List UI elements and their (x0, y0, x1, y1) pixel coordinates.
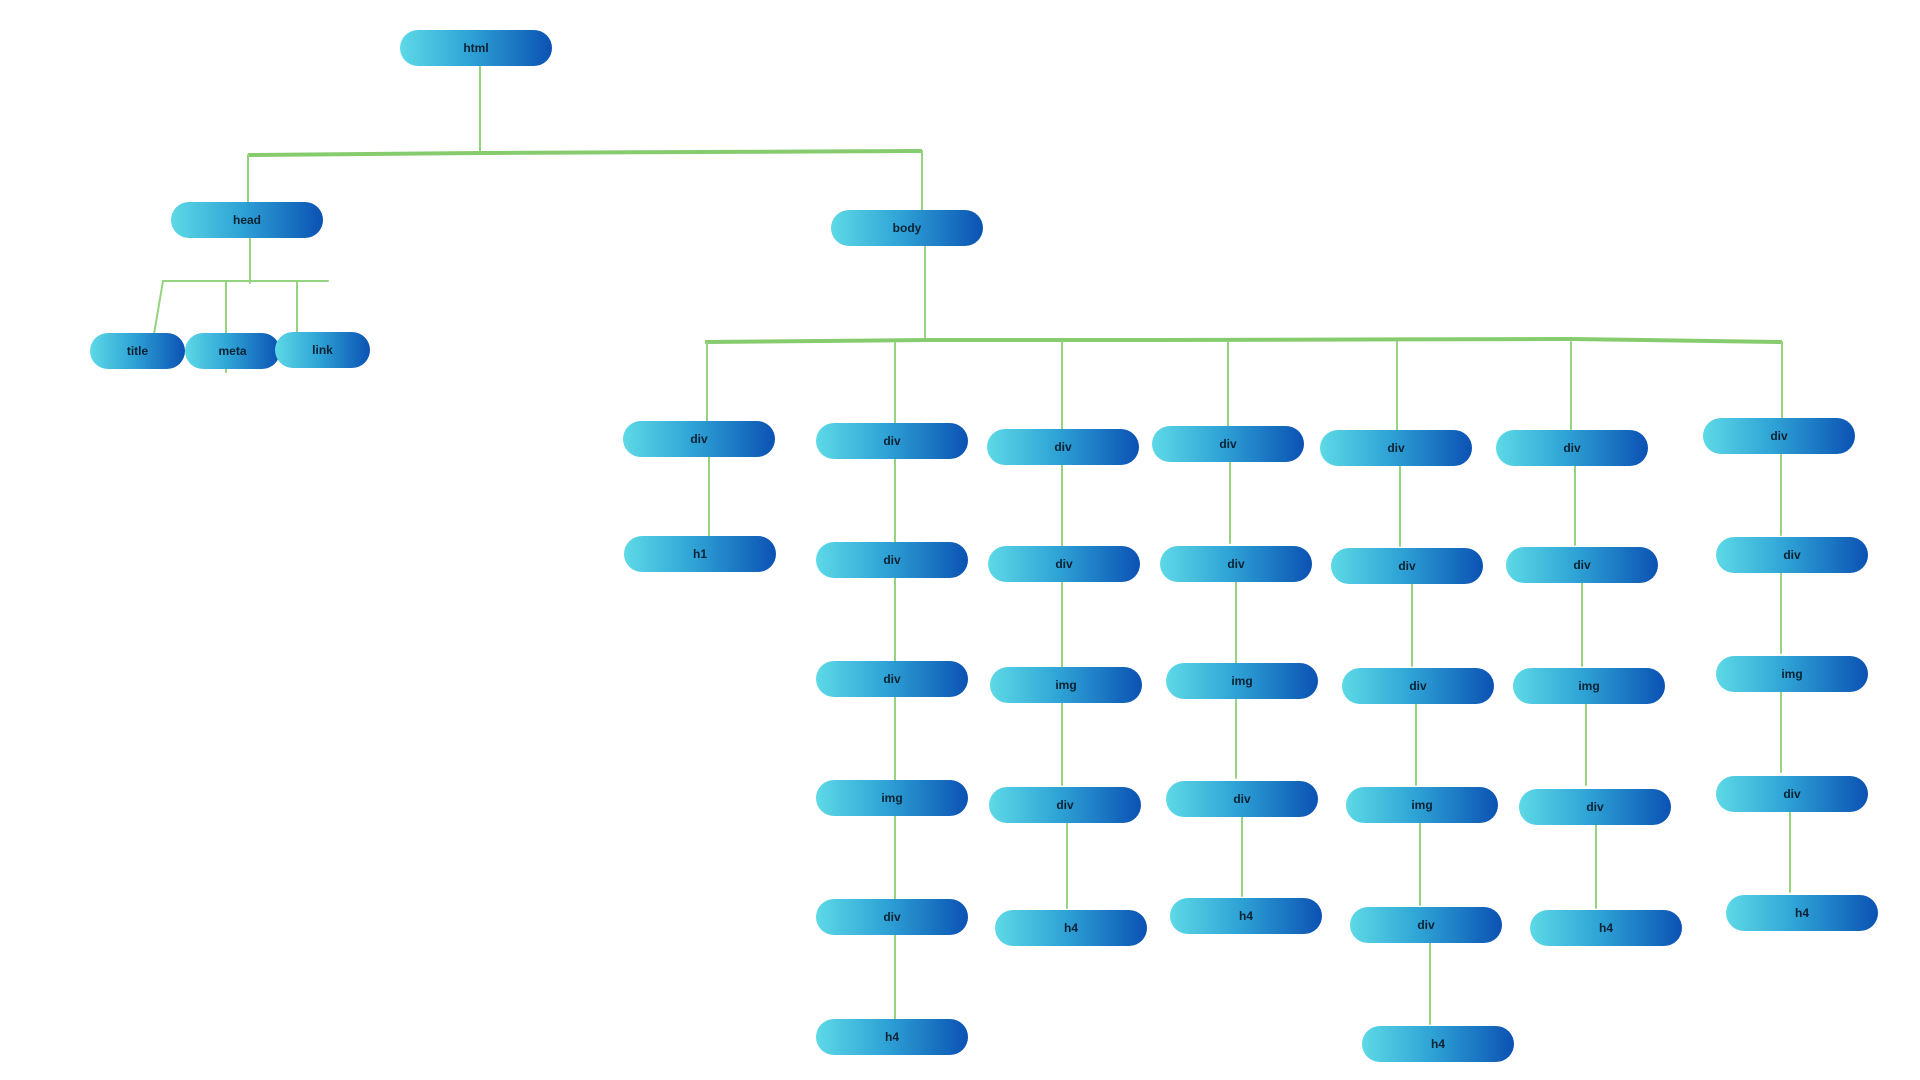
node-head[interactable]: head (171, 202, 323, 238)
node-label: div (1573, 558, 1591, 572)
node-meta[interactable]: meta (185, 333, 280, 369)
node-label: div (1417, 918, 1435, 932)
node-col1-div[interactable]: div (623, 421, 775, 457)
connector-html-bus (247, 149, 923, 157)
node-label: div (883, 672, 901, 686)
node-label: title (126, 344, 149, 358)
node-col6-h4[interactable]: h4 (1530, 910, 1682, 946)
node-label: div (1054, 440, 1072, 454)
node-label: div (1387, 441, 1405, 455)
node-label: h4 (1794, 906, 1809, 920)
node-label: h4 (1598, 921, 1613, 935)
node-col2-div-2[interactable]: div (816, 542, 968, 578)
node-label: div (1783, 787, 1801, 801)
node-label: div (883, 910, 901, 924)
node-col3-img[interactable]: img (990, 667, 1142, 703)
node-label: img (1781, 667, 1803, 681)
node-col3-h4[interactable]: h4 (995, 910, 1147, 946)
connector-body-bus (704, 336, 1783, 344)
node-col6-img[interactable]: img (1513, 668, 1665, 704)
node-col4-div-2[interactable]: div (1160, 546, 1312, 582)
node-col2-div-3[interactable]: div (816, 661, 968, 697)
node-label: img (1578, 679, 1600, 693)
node-col5-div-2[interactable]: div (1331, 548, 1483, 584)
node-label: h4 (884, 1030, 899, 1044)
node-col2-h4[interactable]: h4 (816, 1019, 968, 1055)
node-col5-div-4[interactable]: div (1350, 907, 1502, 943)
node-label: html (463, 41, 489, 55)
node-label: div (1227, 557, 1245, 571)
node-col7-div-1[interactable]: div (1703, 418, 1855, 454)
node-col4-img[interactable]: img (1166, 663, 1318, 699)
node-label: h4 (1430, 1037, 1445, 1051)
node-label: meta (218, 344, 247, 358)
node-col1-h1[interactable]: h1 (624, 536, 776, 572)
node-label: div (1586, 800, 1604, 814)
node-body[interactable]: body (831, 210, 983, 246)
node-label: body (892, 221, 922, 235)
node-label: div (1409, 679, 1427, 693)
node-col7-div-2[interactable]: div (1716, 537, 1868, 573)
node-label: h1 (692, 547, 707, 561)
node-label: head (232, 213, 261, 227)
node-col4-h4[interactable]: h4 (1170, 898, 1322, 934)
node-link[interactable]: link (275, 332, 370, 368)
node-label: div (1233, 792, 1251, 806)
node-label: div (1563, 441, 1581, 455)
node-col2-div-1[interactable]: div (816, 423, 968, 459)
node-col5-div-1[interactable]: div (1320, 430, 1472, 466)
node-col3-div-1[interactable]: div (987, 429, 1139, 465)
node-label: img (881, 791, 903, 805)
node-label: img (1411, 798, 1433, 812)
node-label: h4 (1238, 909, 1253, 923)
node-col4-div-3[interactable]: div (1166, 781, 1318, 817)
node-col7-img[interactable]: img (1716, 656, 1868, 692)
node-col6-div-2[interactable]: div (1506, 547, 1658, 583)
node-col2-img[interactable]: img (816, 780, 968, 816)
node-label: div (1398, 559, 1416, 573)
node-col2-div-4[interactable]: div (816, 899, 968, 935)
node-html[interactable]: html (400, 30, 552, 66)
connector-title-drop (153, 280, 164, 335)
node-label: div (1783, 548, 1801, 562)
node-label: div (1055, 557, 1073, 571)
node-col5-div-3[interactable]: div (1342, 668, 1494, 704)
node-col7-div-3[interactable]: div (1716, 776, 1868, 812)
node-col7-h4[interactable]: h4 (1726, 895, 1878, 931)
node-label: div (690, 432, 708, 446)
node-label: div (1056, 798, 1074, 812)
node-title[interactable]: title (90, 333, 185, 369)
node-col5-h4[interactable]: h4 (1362, 1026, 1514, 1062)
node-col3-div-2[interactable]: div (988, 546, 1140, 582)
node-col6-div-3[interactable]: div (1519, 789, 1671, 825)
node-label: img (1055, 678, 1077, 692)
node-label: img (1231, 674, 1253, 688)
node-col4-div-1[interactable]: div (1152, 426, 1304, 462)
node-label: div (883, 553, 901, 567)
node-col3-div-3[interactable]: div (989, 787, 1141, 823)
node-label: div (883, 434, 901, 448)
node-label: div (1219, 437, 1237, 451)
node-label: div (1770, 429, 1788, 443)
node-label: h4 (1063, 921, 1078, 935)
node-col6-div-1[interactable]: div (1496, 430, 1648, 466)
node-col5-img[interactable]: img (1346, 787, 1498, 823)
node-label: link (312, 343, 333, 357)
